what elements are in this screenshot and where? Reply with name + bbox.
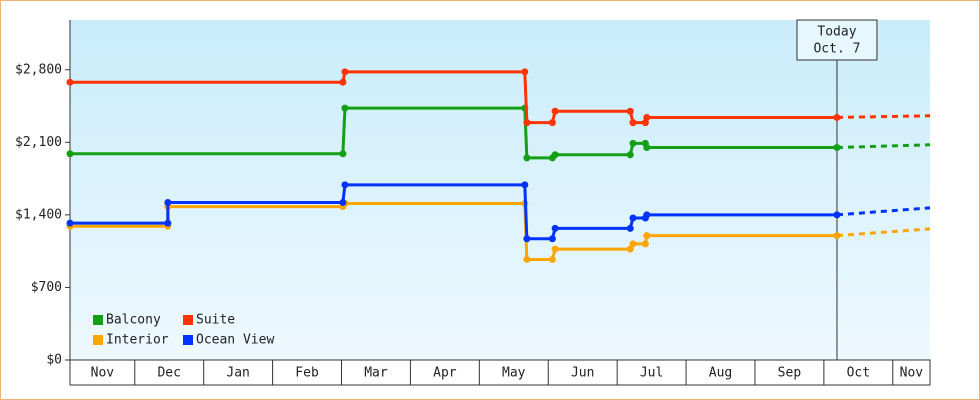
x-tick-label: Nov — [900, 366, 924, 381]
price-point — [548, 255, 556, 263]
x-tick-label: Mar — [364, 366, 388, 381]
price-point — [523, 119, 531, 127]
legend-swatch — [93, 335, 103, 345]
price-point — [551, 245, 559, 253]
price-point — [626, 224, 634, 232]
legend-swatch — [93, 315, 103, 325]
price-point — [629, 214, 637, 222]
price-point — [643, 211, 651, 219]
price-point — [523, 154, 531, 162]
today-label: Oct. 7 — [813, 42, 860, 57]
legend-swatch — [183, 315, 193, 325]
price-point — [548, 119, 556, 127]
price-point — [629, 139, 637, 147]
x-tick-label: Dec — [157, 366, 180, 381]
x-tick-label: Oct — [847, 366, 870, 381]
price-point — [833, 232, 841, 240]
y-tick-label: $700 — [31, 280, 62, 295]
forecast-line — [836, 227, 931, 238]
price-point — [66, 78, 74, 86]
x-tick-label: Nov — [91, 366, 115, 381]
x-axis-box — [69, 359, 931, 386]
y-tick-label: $0 — [46, 353, 62, 368]
price-point — [164, 219, 172, 227]
today-box — [796, 19, 878, 61]
legend-label: Ocean View — [196, 333, 274, 348]
price-point — [66, 219, 74, 227]
price-point — [641, 240, 649, 248]
price-point — [341, 68, 349, 76]
price-point — [643, 144, 651, 151]
price-point — [521, 181, 529, 189]
price-point — [548, 235, 556, 243]
forecast-line — [836, 206, 931, 217]
forecast-line — [836, 143, 931, 149]
price-point — [626, 245, 634, 253]
price-point — [339, 150, 347, 158]
price-point — [629, 240, 637, 248]
today-label: Today — [817, 25, 856, 40]
x-tick-label: Jul — [640, 366, 663, 381]
price-point — [629, 119, 637, 127]
price-point — [551, 107, 559, 115]
plot-area — [70, 20, 930, 360]
price-point — [341, 181, 349, 189]
y-tick-label: $1,400 — [15, 207, 62, 222]
x-tick-label: Sep — [778, 366, 802, 381]
price-point — [833, 144, 841, 151]
x-tick-label: Aug — [709, 366, 732, 381]
x-tick-label: Jan — [226, 366, 249, 381]
price-point — [339, 198, 347, 206]
x-tick-label: Jun — [571, 366, 594, 381]
price-point — [523, 255, 531, 263]
price-point — [551, 224, 559, 232]
price-point — [164, 198, 172, 206]
price-point — [833, 211, 841, 219]
price-point — [66, 150, 74, 158]
y-tick-label: $2,100 — [15, 135, 62, 150]
x-tick-label: Apr — [433, 366, 457, 381]
legend-swatch — [183, 335, 193, 345]
price-point — [626, 107, 634, 115]
price-point — [341, 104, 349, 112]
x-tick-label: Feb — [295, 366, 319, 381]
price-point — [643, 113, 651, 121]
price-point — [339, 78, 347, 86]
legend-label: Balcony — [106, 313, 161, 328]
price-point — [626, 151, 634, 159]
price-point — [551, 151, 559, 159]
legend-label: Interior — [106, 333, 169, 348]
price-point — [523, 235, 531, 243]
price-point — [521, 68, 529, 76]
legend-label: Suite — [196, 313, 235, 328]
y-tick-label: $2,800 — [15, 62, 62, 77]
x-tick-label: May — [502, 366, 526, 381]
forecast-line — [836, 114, 931, 119]
price-point — [833, 113, 841, 121]
price-point — [643, 232, 651, 240]
